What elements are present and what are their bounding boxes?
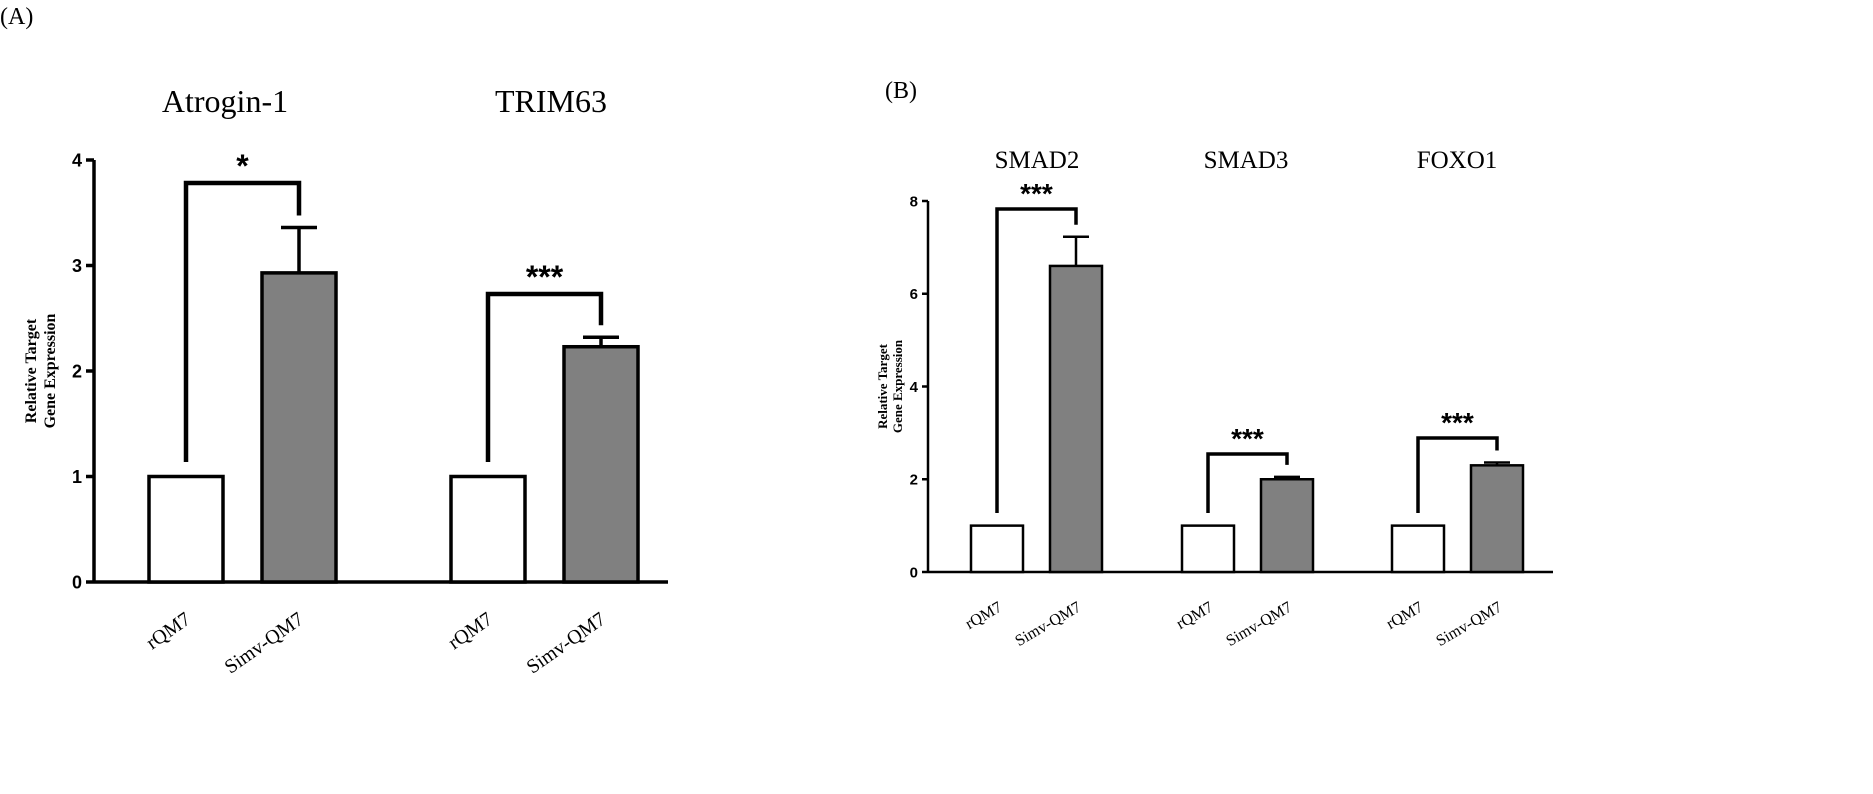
y-tick-label: 0 [910,564,918,581]
chart-a: 0 1 2 3 4 Relative Target Gene Expression Atrog… [23,83,668,678]
category-label: rQM7 [444,608,497,654]
y-axis-label-line: Gene Expression [890,339,905,433]
significance-bracket [995,207,1078,513]
bar [562,344,640,584]
group-title: SMAD2 [995,147,1080,174]
bar [1259,478,1315,574]
category-label: rQM7 [142,608,195,654]
group-title: SMAD3 [1204,147,1289,174]
group-title: Atrogin-1 [162,83,288,119]
y-axis-label-line: Relative Target [23,318,40,423]
y-tick-label: 4 [910,379,919,396]
bar [1048,264,1104,574]
bar [260,271,338,584]
category-label: Simv-QM7 [221,608,308,678]
y-tick-label: 8 [910,193,918,210]
significance-marker: * [236,148,249,184]
category-label: Simv-QM7 [1223,599,1295,650]
significance-marker: *** [526,259,564,295]
y-tick-label: 3 [72,256,82,276]
bar [1390,524,1446,574]
bar [969,524,1025,574]
y-axis-label-line: Relative Target [875,343,890,429]
y-tick-label: 6 [910,286,918,303]
panel-label-a: (A) [0,4,33,30]
significance-bracket [183,180,302,462]
category-label: Simv-QM7 [1012,599,1084,650]
group-title: FOXO1 [1417,147,1498,174]
bar [1180,524,1236,574]
chart-b: 0 2 4 6 8 Relative TargetGene Expression SMAD2… [875,147,1553,650]
category-label: Simv-QM7 [523,608,610,678]
y-tick-label: 1 [72,467,82,487]
significance-bracket [485,291,604,462]
category-label: rQM7 [1384,599,1426,633]
y-tick-label: 2 [72,361,82,381]
bar [147,474,225,584]
bar [1469,464,1525,574]
y-tick-label: 2 [910,472,918,489]
category-label: rQM7 [963,599,1005,633]
group-title: TRIM63 [495,83,607,119]
y-tick-label: 0 [72,572,82,592]
significance-bracket [1416,436,1499,513]
category-label: Simv-QM7 [1433,599,1505,650]
y-axis-label-line: Gene Expression [42,313,59,428]
bar [449,474,527,584]
significance-bracket [1206,452,1289,513]
panel-label-b: (B) [885,78,917,104]
significance-marker: *** [1231,423,1264,454]
category-label: rQM7 [1174,599,1216,633]
significance-marker: *** [1441,407,1474,438]
y-tick-label: 4 [72,150,82,170]
significance-marker: *** [1020,178,1053,209]
y-axis-label: Relative TargetGene Expression [875,339,905,433]
